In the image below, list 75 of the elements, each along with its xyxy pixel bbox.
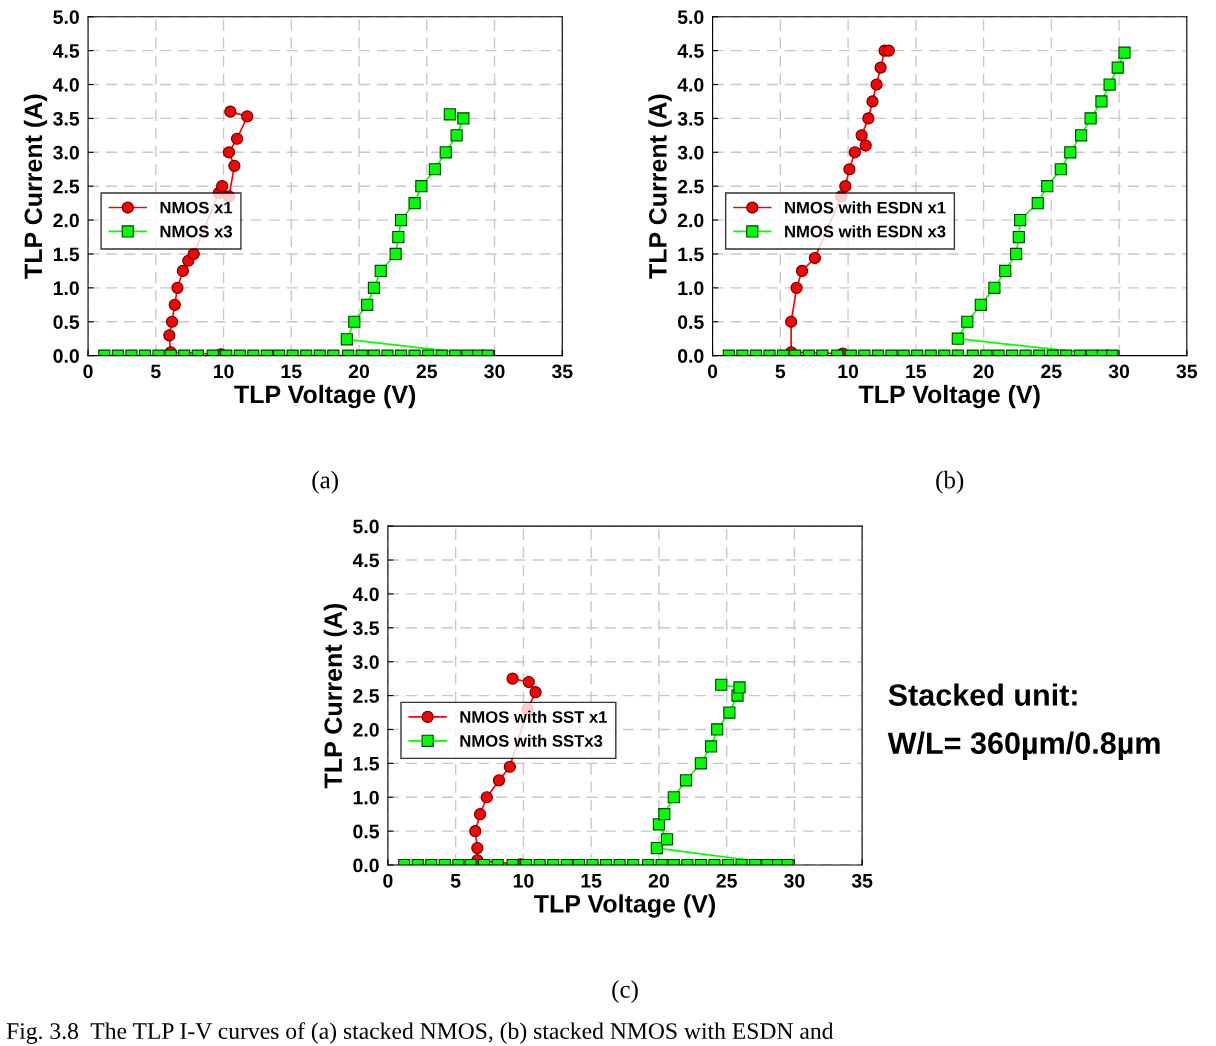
x-tick-label: 10 <box>838 364 859 379</box>
x-tick-label: 30 <box>1108 364 1130 379</box>
y-tick-label: 4.0 <box>677 77 704 92</box>
y-tick-label: 4.0 <box>52 77 79 92</box>
y-tick-label: 4.0 <box>352 587 379 602</box>
x-tick-label: 0 <box>707 364 718 379</box>
y-tick-label: 0.5 <box>53 315 80 329</box>
y-tick-label: 2.5 <box>353 689 380 703</box>
x-tick-label: 0 <box>383 873 393 888</box>
x-tick-label: 10 <box>513 873 534 888</box>
x-tick-label: 10 <box>213 364 234 379</box>
x-tick-label: 35 <box>551 364 573 379</box>
y-tick-label: 0.0 <box>677 349 704 363</box>
y-tick-label: 5.0 <box>53 10 79 24</box>
legend-label: NMOS x1 <box>160 201 233 214</box>
text: W/L= 360µm/0.8µm <box>887 731 1160 761</box>
y-tick-label: 3.5 <box>53 111 80 126</box>
y-tick-label: 3.5 <box>677 111 704 126</box>
x-tick-label: 5 <box>150 364 161 379</box>
y-tick-label: 2.0 <box>677 213 704 228</box>
y-tick-label: 2.0 <box>353 722 379 737</box>
x-axis-title: TLP Voltage (V) <box>234 384 416 409</box>
x-tick-label: 20 <box>648 873 669 888</box>
y-tick-label: 4.5 <box>352 553 380 568</box>
y-axis-title: TLP Current (A) <box>323 604 347 789</box>
y-tick-label: 0.0 <box>53 349 79 363</box>
x-tick-label: 5 <box>775 364 786 379</box>
y-tick-label: 1.5 <box>678 247 704 262</box>
x-tick-label: 5 <box>450 874 461 888</box>
y-tick-label: 1.0 <box>353 790 379 805</box>
legend-label: NMOS with ESDN x1 <box>785 201 946 214</box>
y-tick-label: 0.5 <box>353 824 380 839</box>
x-tick-label: 25 <box>416 364 438 379</box>
y-tick-label: 0.0 <box>353 858 379 873</box>
y-tick-label: 3.0 <box>53 145 79 160</box>
y-tick-label: 1.5 <box>53 247 80 262</box>
legend-label: NMOS x3 <box>160 225 233 238</box>
x-tick-label: 25 <box>716 873 737 888</box>
y-tick-label: 1.0 <box>53 281 79 296</box>
y-axis-title: TLP Current (A) <box>23 94 48 279</box>
x-tick-label: 30 <box>484 364 505 379</box>
x-tick-label: 30 <box>784 873 805 888</box>
y-tick-label: 2.5 <box>53 179 80 194</box>
x-tick-label: 35 <box>1176 364 1198 379</box>
text: (c) <box>612 980 638 1003</box>
x-tick-label: 15 <box>581 874 602 888</box>
x-tick-label: 35 <box>851 873 873 888</box>
legend-label: NMOS with ESDN x3 <box>785 225 946 238</box>
y-tick-label: 2.5 <box>677 179 704 194</box>
x-tick-label: 20 <box>348 364 370 379</box>
legend-label: NMOS with SST x1 <box>460 710 608 723</box>
y-tick-label: 2.0 <box>53 213 79 228</box>
text: (b) <box>936 470 964 494</box>
caption: Fig. 3.8 The TLP I-V curves of (a) stacked NMOS, (b) stacked NMOS with ESDN and <box>6 1022 834 1044</box>
x-axis-title: TLP Voltage (V) <box>534 894 716 918</box>
x-tick-label: 20 <box>973 364 994 379</box>
text: Stacked unit: <box>888 683 1077 706</box>
y-tick-label: 0.5 <box>677 315 704 329</box>
x-axis-title: TLP Voltage (V) <box>858 384 1040 409</box>
y-tick-label: 4.5 <box>677 44 704 58</box>
legend-label: NMOS with SSTx3 <box>460 734 603 747</box>
x-tick-label: 15 <box>906 364 927 379</box>
y-tick-label: 5.0 <box>353 519 379 534</box>
x-tick-label: 0 <box>83 364 93 379</box>
x-tick-label: 25 <box>1041 364 1062 379</box>
y-tick-label: 4.5 <box>52 44 80 58</box>
y-tick-label: 5.0 <box>677 10 704 24</box>
y-tick-label: 3.5 <box>352 621 380 636</box>
y-axis-title: TLP Current (A) <box>648 94 672 279</box>
x-tick-label: 15 <box>281 364 302 379</box>
y-tick-label: 1.0 <box>678 281 704 296</box>
text: (a) <box>312 470 338 494</box>
y-tick-label: 3.0 <box>352 655 379 669</box>
y-tick-label: 1.5 <box>353 757 380 771</box>
y-tick-label: 3.0 <box>677 145 704 160</box>
